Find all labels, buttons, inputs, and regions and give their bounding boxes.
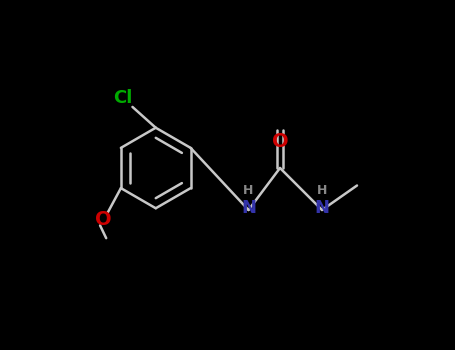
Text: O: O [272, 132, 288, 151]
Text: N: N [314, 199, 329, 217]
Text: H: H [243, 184, 254, 197]
Text: Cl: Cl [113, 89, 132, 107]
Text: O: O [95, 210, 111, 230]
Text: H: H [317, 184, 327, 197]
Text: N: N [241, 199, 256, 217]
